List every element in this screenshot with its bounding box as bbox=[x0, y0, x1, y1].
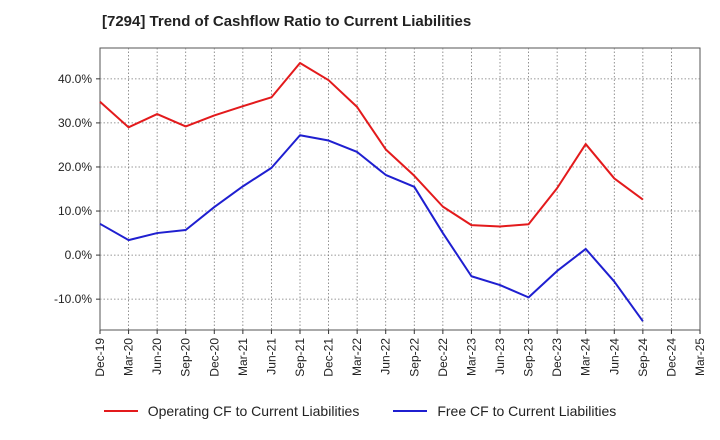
x-tick-label: Mar-24 bbox=[579, 338, 593, 376]
x-tick-label: Mar-23 bbox=[464, 338, 478, 376]
y-tick-label: 40.0% bbox=[58, 72, 92, 86]
x-tick-label: Dec-23 bbox=[550, 338, 564, 377]
legend-label-free: Free CF to Current Liabilities bbox=[437, 403, 617, 419]
x-tick-label: Mar-22 bbox=[350, 338, 364, 376]
x-tick-label: Jun-22 bbox=[379, 338, 393, 375]
x-tick-label: Jun-23 bbox=[493, 338, 507, 375]
x-tick-label: Sep-23 bbox=[522, 338, 536, 377]
x-tick-label: Sep-21 bbox=[293, 338, 307, 377]
series-line-free-cf bbox=[99, 134, 644, 322]
plot-frame bbox=[99, 47, 701, 331]
series-line-operating-cf bbox=[99, 61, 644, 228]
y-tick-label: 0.0% bbox=[65, 248, 93, 262]
x-tick-label: Dec-21 bbox=[322, 338, 336, 377]
legend-label-operating: Operating CF to Current Liabilities bbox=[147, 403, 360, 419]
x-tick-label: Mar-20 bbox=[122, 338, 136, 376]
grid-layer bbox=[99, 47, 701, 331]
legend-swatch-free bbox=[393, 410, 428, 412]
x-tick-label: Sep-20 bbox=[179, 338, 193, 377]
x-tick-label: Dec-22 bbox=[436, 338, 450, 377]
legend-item-operating: Operating CF to Current Liabilities bbox=[103, 403, 360, 419]
x-tick-label: Jun-24 bbox=[607, 338, 621, 375]
series-layer bbox=[99, 61, 644, 322]
legend-swatch-operating bbox=[103, 410, 138, 412]
y-tick-label: -10.0% bbox=[54, 292, 92, 306]
x-tick-label: Dec-24 bbox=[664, 338, 678, 377]
x-tick-label: Dec-20 bbox=[207, 338, 221, 377]
x-tick-label: Sep-22 bbox=[407, 338, 421, 377]
chart-title: [7294] Trend of Cashflow Ratio to Curren… bbox=[102, 13, 472, 30]
x-tick-label: Mar-21 bbox=[236, 338, 250, 376]
x-tick-label: Sep-24 bbox=[636, 338, 650, 377]
legend-item-free: Free CF to Current Liabilities bbox=[393, 403, 616, 419]
x-tick-label: Jun-20 bbox=[150, 338, 164, 375]
legend: Operating CF to Current Liabilities Free… bbox=[0, 403, 720, 419]
x-tick-label: Mar-25 bbox=[693, 338, 707, 376]
x-tick-label: Dec-19 bbox=[93, 338, 107, 377]
y-tick-label: 10.0% bbox=[58, 204, 92, 218]
y-tick-label: 30.0% bbox=[58, 116, 92, 130]
x-tick-label: Jun-21 bbox=[264, 338, 278, 375]
axis-layer: Dec-19 Mar-20 Jun-20 Sep-20 Dec-20 Mar-21 Jun-… bbox=[54, 72, 707, 377]
y-tick-label: 20.0% bbox=[58, 160, 92, 174]
